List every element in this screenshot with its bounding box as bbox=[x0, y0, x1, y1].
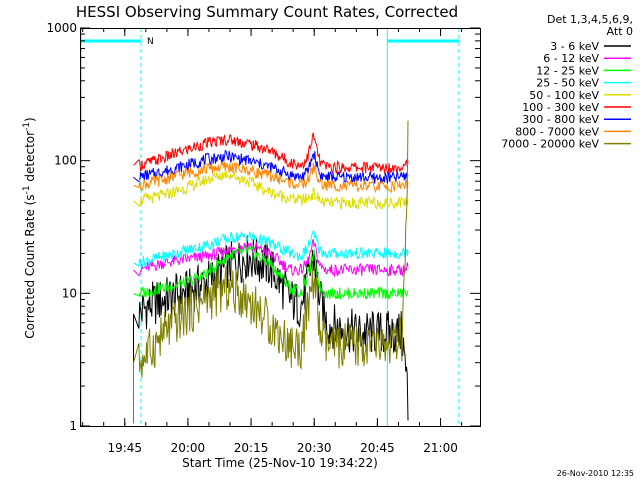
series-line bbox=[133, 149, 409, 184]
y-tick-label: 1000 bbox=[46, 21, 77, 35]
legend-header-1: Det 1,3,4,5,6,9, bbox=[547, 13, 633, 26]
legend-label: 50 - 100 keV bbox=[529, 89, 599, 102]
series-line bbox=[133, 230, 409, 269]
legend-header-2: Att 0 bbox=[607, 25, 633, 38]
y-tick-label: 1 bbox=[69, 419, 77, 433]
series-4 bbox=[133, 230, 409, 269]
series-8 bbox=[133, 162, 409, 194]
series-7 bbox=[133, 149, 409, 184]
legend-label: 7000 - 20000 keV bbox=[501, 138, 599, 151]
x-tick-label: 21:00 bbox=[423, 441, 458, 455]
y-axis-label-start: Corrected Count Rate (s bbox=[23, 194, 37, 338]
legend-label: 3 - 6 keV bbox=[550, 40, 599, 53]
series-6 bbox=[133, 132, 409, 174]
legend-label: 12 - 25 keV bbox=[536, 64, 599, 77]
series-layer bbox=[133, 120, 409, 424]
y-axis-label-end: ) bbox=[23, 117, 37, 122]
legend-label: 25 - 50 keV bbox=[536, 77, 599, 90]
series-9 bbox=[133, 120, 409, 424]
footer-timestamp: 26-Nov-2010 12:35 bbox=[557, 469, 634, 478]
plot-area: N 1 10 100 1000 19:45 20:00 20:15 20:30 20:45 21… bbox=[46, 21, 481, 455]
series-line bbox=[133, 170, 409, 211]
series-line bbox=[133, 245, 409, 300]
x-tick-label: 20:30 bbox=[297, 441, 332, 455]
x-tick-label: 20:45 bbox=[360, 441, 395, 455]
legend-label: 100 - 300 keV bbox=[522, 101, 599, 114]
series-line bbox=[133, 120, 409, 424]
night-bars: N bbox=[80, 28, 460, 426]
x-tick-label: 20:15 bbox=[234, 441, 269, 455]
series-3 bbox=[133, 245, 409, 300]
series-2 bbox=[133, 239, 409, 278]
y-axis-label: Corrected Count Rate (s-1 detector-1) bbox=[22, 117, 37, 338]
y-axis-label-sup1: -1 bbox=[22, 185, 32, 194]
x-axis-label: Start Time (25-Nov-10 19:34:22) bbox=[182, 456, 378, 470]
y-axis: 1 10 100 1000 bbox=[46, 21, 480, 433]
series-line bbox=[133, 162, 409, 194]
legend-label: 300 - 800 keV bbox=[522, 113, 599, 126]
y-axis-label-sup2: -1 bbox=[22, 122, 32, 131]
y-tick-label: 100 bbox=[54, 154, 77, 168]
chart-title: HESSI Observing Summary Count Rates, Cor… bbox=[76, 3, 458, 21]
x-tick-label: 19:45 bbox=[107, 441, 142, 455]
y-axis-label-mid: detector bbox=[23, 131, 37, 186]
x-axis: 19:45 20:00 20:15 20:30 20:45 21:00 bbox=[82, 28, 463, 455]
plot-frame bbox=[80, 28, 481, 427]
y-tick-label: 10 bbox=[62, 286, 77, 300]
series-5 bbox=[133, 170, 409, 211]
series-line bbox=[133, 239, 409, 278]
legend-label: 6 - 12 keV bbox=[543, 52, 599, 65]
night-marker-label: N bbox=[147, 37, 154, 47]
x-tick-label: 20:00 bbox=[171, 441, 206, 455]
legend-label: 800 - 7000 keV bbox=[515, 125, 599, 138]
series-line bbox=[133, 132, 409, 174]
